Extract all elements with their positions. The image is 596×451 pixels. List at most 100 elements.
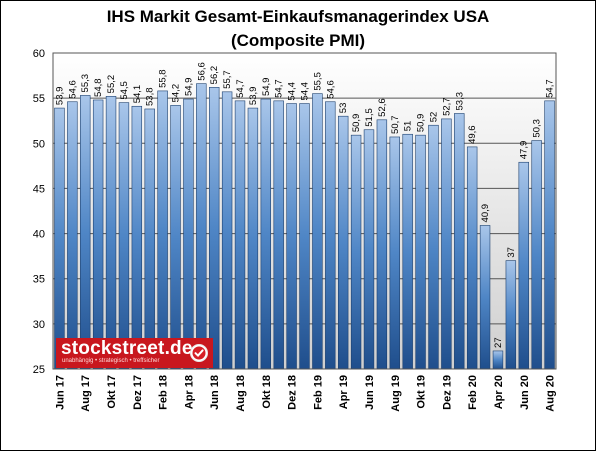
data-label: 47,9: [519, 141, 530, 160]
data-label: 53,8: [145, 87, 156, 106]
bar: [312, 93, 323, 370]
x-tick-label: Jun 17: [54, 375, 66, 410]
data-label: 54,9: [261, 78, 272, 97]
bar: [350, 134, 362, 370]
y-tick-label: 35: [33, 274, 45, 286]
bar: [441, 118, 452, 370]
data-label: 37: [506, 247, 517, 258]
x-tick-label: Okt 18: [261, 375, 273, 409]
data-label: 40,9: [480, 204, 491, 223]
x-tick-label: Apr 20: [493, 375, 505, 409]
stockstreet-logo: stockstreet.de unabhängig • strategisch …: [56, 338, 213, 368]
data-label: 50,9: [416, 114, 427, 133]
data-label: 27: [493, 337, 504, 348]
bar: [492, 350, 504, 370]
bar: [299, 103, 310, 370]
bar: [402, 133, 413, 370]
bar: [80, 95, 91, 370]
bar: [363, 129, 375, 370]
x-tick-label: Dez 19: [441, 375, 453, 410]
bar: [234, 100, 246, 370]
data-label: 53,9: [248, 87, 259, 106]
data-label: 55,3: [80, 74, 91, 93]
y-tick-label: 60: [33, 48, 45, 60]
bar: [221, 91, 233, 370]
bar: [337, 115, 349, 370]
x-tick-label: Okt 19: [416, 375, 428, 409]
data-label: 49,6: [467, 125, 478, 144]
check-icon: [190, 344, 208, 362]
data-label: 52: [428, 112, 439, 123]
bar: [157, 90, 168, 370]
x-tick-label: Feb 20: [467, 375, 479, 410]
data-label: 54,7: [274, 79, 285, 98]
data-label: 53,9: [54, 87, 65, 105]
bar: [466, 146, 478, 370]
bar: [183, 98, 194, 370]
bar: [170, 105, 181, 370]
data-label: 55,2: [106, 75, 117, 93]
data-label: 55,7: [222, 70, 233, 89]
bar: [428, 124, 439, 370]
data-label: 54,6: [325, 80, 336, 99]
bar: [273, 100, 284, 370]
data-label: 54,7: [545, 79, 556, 98]
data-label: 56,6: [196, 62, 207, 81]
bar: [209, 87, 220, 370]
data-label: 54,6: [67, 80, 78, 99]
y-tick-label: 55: [33, 93, 45, 105]
logo-tagline: unabhängig • strategisch • treffsicher: [62, 358, 160, 364]
chart-subtitle: (Composite PMI): [230, 31, 366, 50]
x-tick-label: Okt 17: [106, 375, 118, 409]
x-tick-label: Dez 17: [132, 375, 144, 410]
data-label: 53: [338, 103, 349, 114]
bar: [544, 100, 555, 370]
bar: [531, 140, 542, 370]
y-tick-label: 25: [33, 364, 45, 376]
y-tick-label: 40: [33, 229, 45, 241]
x-tick-label: Feb 19: [312, 375, 324, 410]
bar: [118, 102, 130, 370]
data-label: 55,8: [158, 69, 169, 88]
data-label: 54,7: [235, 79, 246, 98]
data-label: 52,6: [377, 98, 388, 117]
x-tick-label: Aug 18: [235, 375, 247, 412]
x-tick-label: Jun 19: [364, 375, 376, 410]
bar: [144, 108, 155, 370]
data-label: 50,9: [351, 114, 362, 133]
data-label: 54,2: [171, 84, 182, 103]
bar: [286, 103, 297, 370]
data-label: 53,3: [454, 92, 465, 111]
bar: [131, 105, 143, 370]
logo-name: stockstreet.de: [61, 338, 193, 359]
y-tick-label: 45: [33, 183, 45, 195]
y-tick-label: 30: [33, 319, 45, 331]
data-label: 50,7: [390, 115, 401, 134]
data-label: 54,1: [132, 85, 143, 104]
data-label: 52,7: [441, 97, 452, 116]
bar: [325, 101, 336, 370]
bar: [518, 161, 529, 370]
bar: [92, 99, 104, 370]
x-tick-label: Feb 18: [158, 375, 170, 410]
x-tick-label: Jun 20: [519, 375, 531, 410]
bar: [196, 83, 207, 370]
data-label: 50,3: [532, 119, 543, 138]
bar: [479, 225, 491, 370]
data-label: 54,4: [300, 82, 311, 101]
x-tick-label: Dez 18: [287, 375, 299, 410]
plot-border: [52, 52, 557, 370]
bar: [454, 113, 465, 370]
bar: [105, 96, 117, 370]
bar: [376, 119, 388, 370]
data-label: 54,9: [183, 78, 194, 97]
bar: [54, 107, 65, 370]
data-label: 56,2: [209, 66, 220, 85]
x-tick-label: Aug 17: [80, 375, 92, 412]
x-tick-label: Jun 18: [209, 375, 221, 410]
data-label: 54,4: [287, 82, 298, 101]
data-label: 51,5: [364, 108, 375, 127]
x-tick-label: Aug 19: [390, 375, 402, 412]
